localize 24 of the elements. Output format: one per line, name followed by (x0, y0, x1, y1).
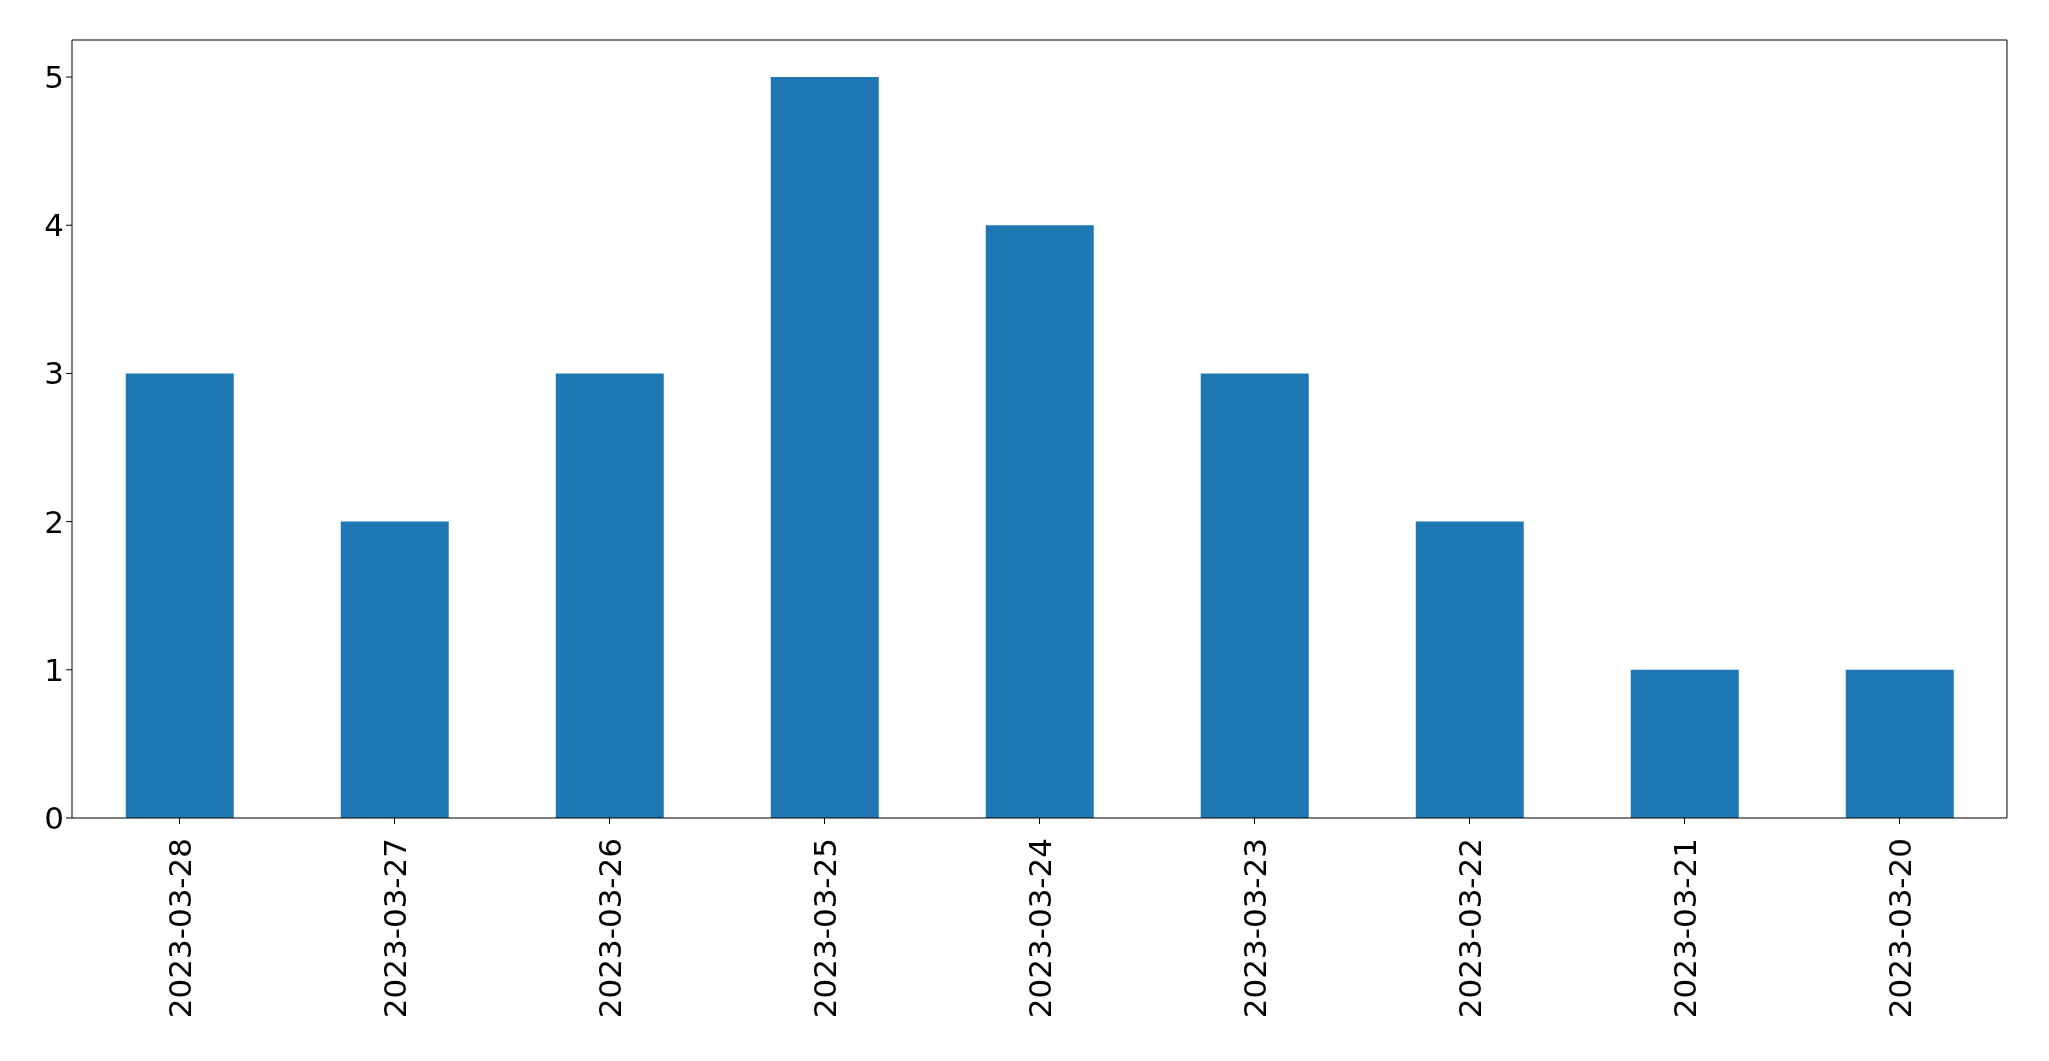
y-tick-label: 3 (44, 355, 64, 392)
x-tick-label: 2023-03-27 (376, 838, 413, 1019)
x-tick-label: 2023-03-26 (591, 838, 628, 1019)
bar (1630, 669, 1739, 818)
y-tick-label: 1 (44, 651, 64, 688)
bar (1415, 521, 1524, 818)
bar (125, 373, 234, 818)
bar (1845, 669, 1954, 818)
x-tick-label: 2023-03-23 (1236, 838, 1273, 1019)
x-tick-label: 2023-03-24 (1021, 838, 1058, 1019)
bar (770, 77, 879, 818)
bar (555, 373, 664, 818)
bar (1200, 373, 1309, 818)
x-tick-label: 2023-03-20 (1881, 838, 1918, 1019)
bar (985, 225, 1094, 818)
x-tick-label: 2023-03-21 (1666, 838, 1703, 1019)
bar (340, 521, 449, 818)
y-tick-label: 5 (44, 59, 64, 96)
y-tick-label: 0 (44, 800, 64, 837)
x-tick-label: 2023-03-22 (1451, 838, 1488, 1019)
y-tick-label: 4 (44, 207, 64, 244)
x-tick-label: 2023-03-25 (806, 838, 843, 1019)
x-tick-label: 2023-03-28 (161, 838, 198, 1019)
y-tick-label: 2 (44, 503, 64, 540)
